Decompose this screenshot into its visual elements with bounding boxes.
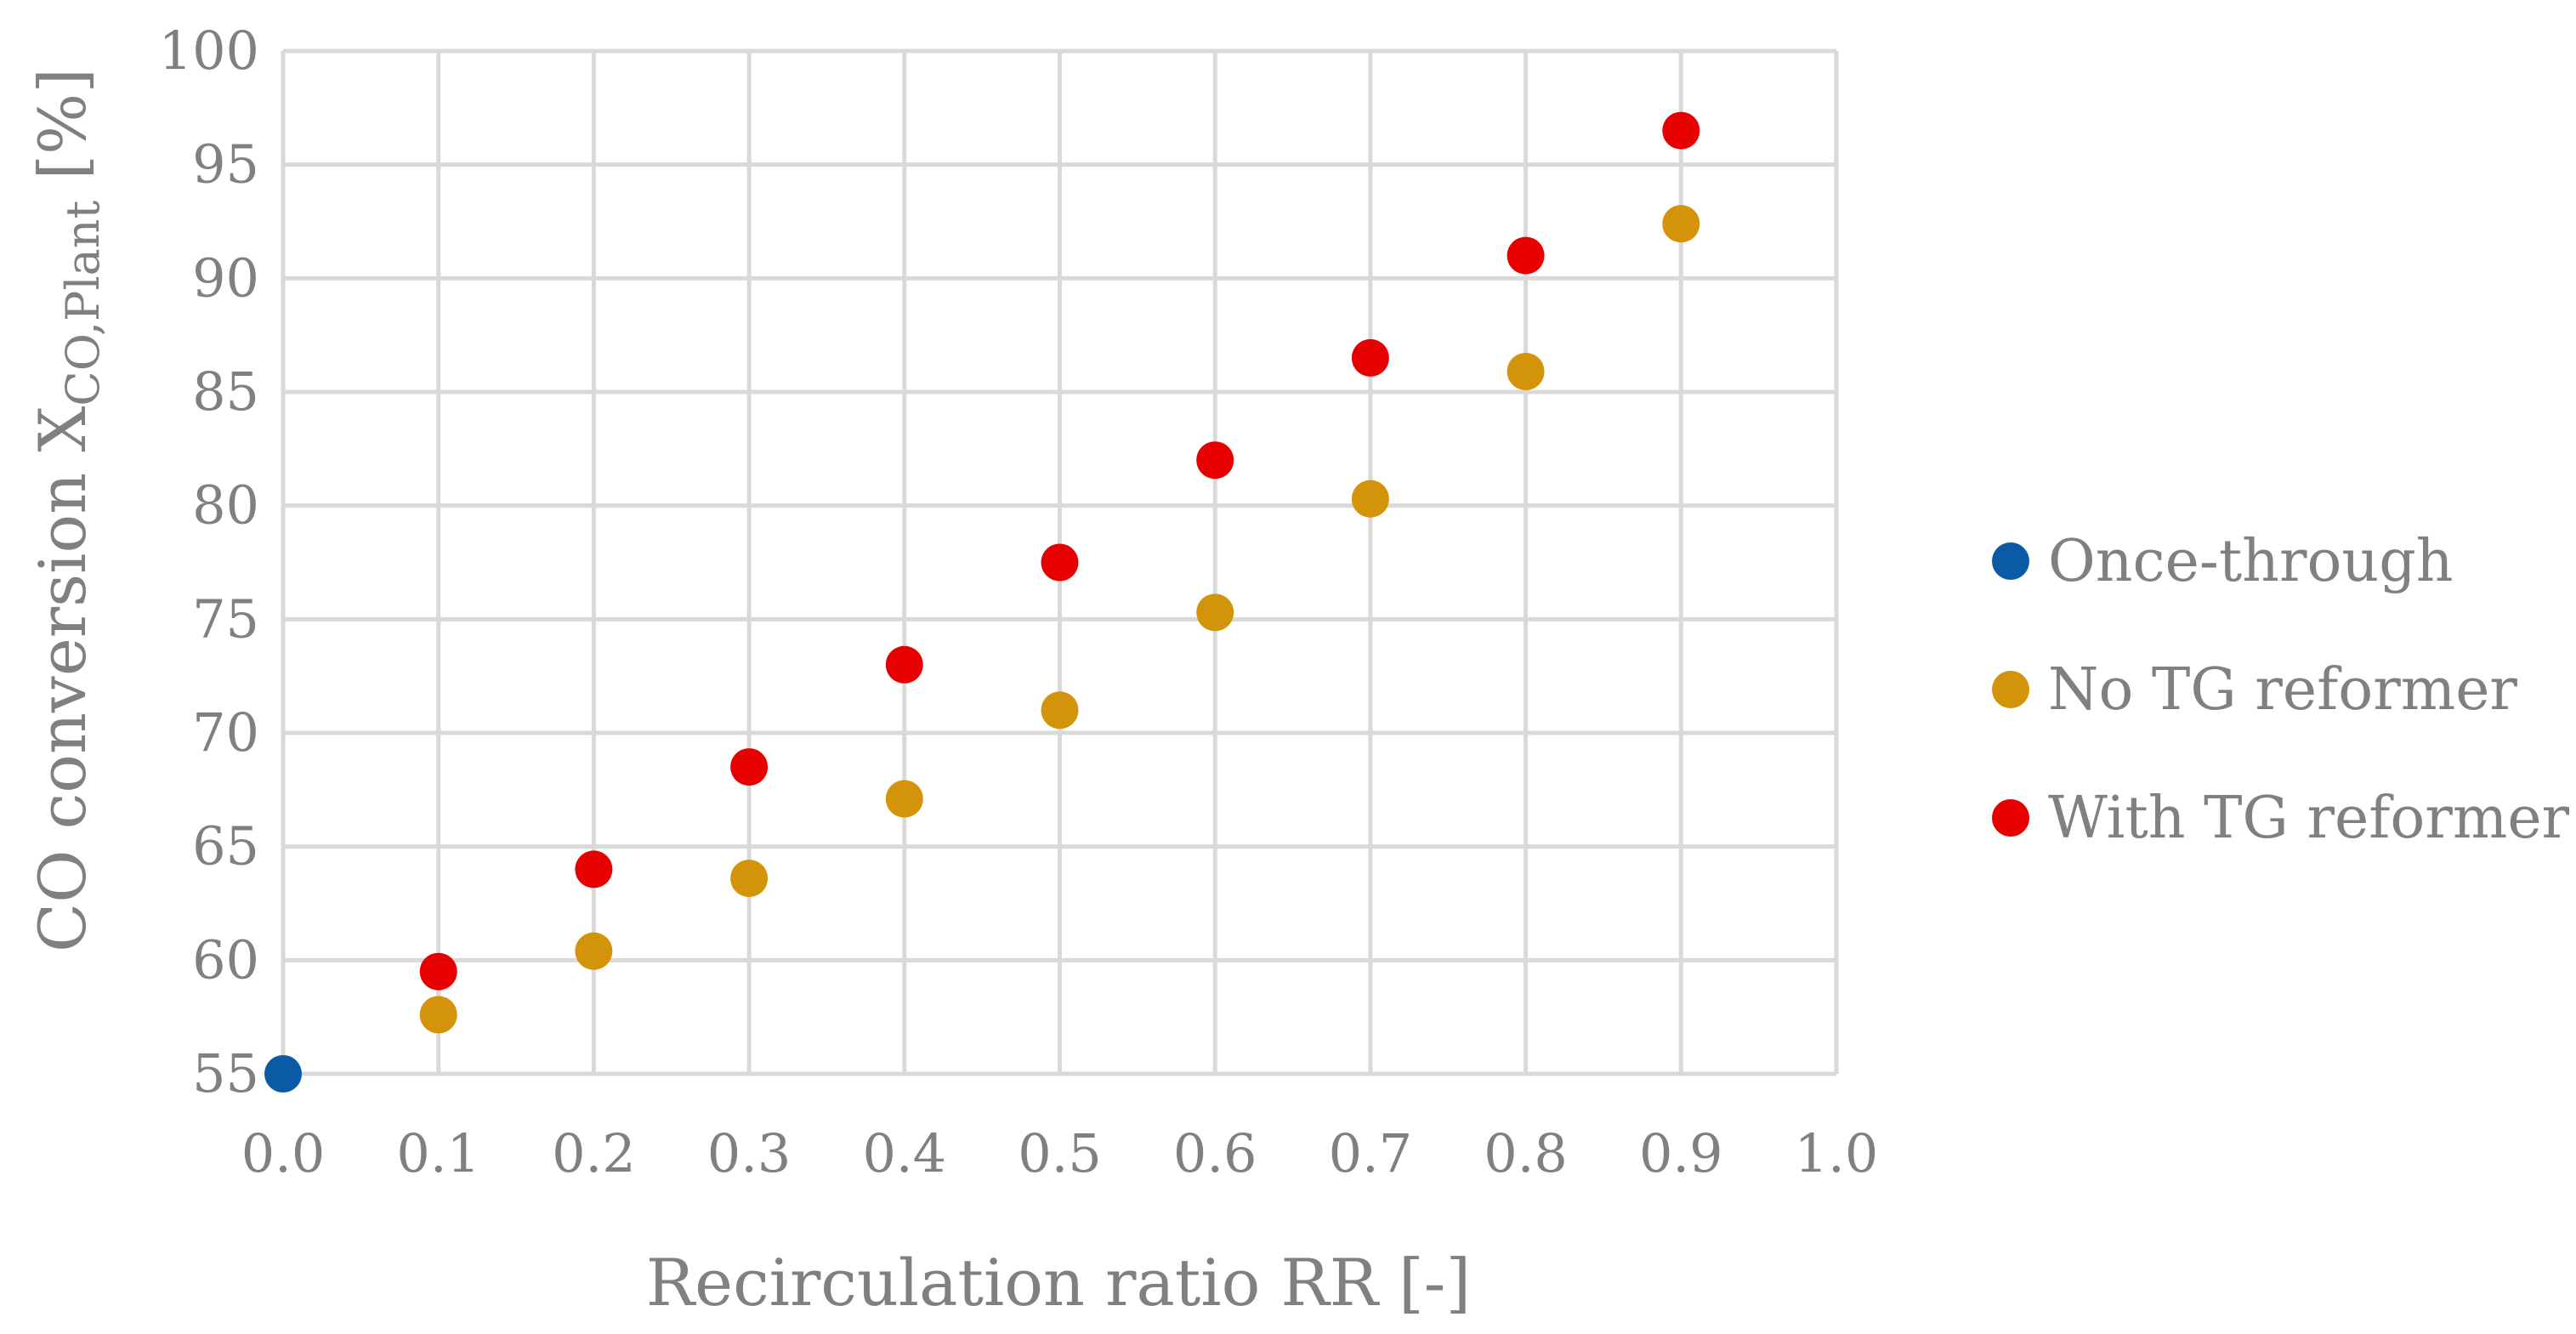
y-tick-label: 55 xyxy=(192,1042,259,1104)
y-tick-label: 95 xyxy=(192,133,259,196)
y-tick-label: 80 xyxy=(192,474,259,536)
y-tick-label: 85 xyxy=(192,360,259,423)
x-axis-title: Recirculation ratio RR [-] xyxy=(646,1245,1471,1320)
x-tick-label: 0.1 xyxy=(396,1122,480,1184)
data-point-once-through xyxy=(264,1055,302,1093)
legend-label-with-tg-reformer: With TG reformer xyxy=(2048,785,2570,852)
y-tick-labels: 55 60 65 70 75 80 85 90 95 100 xyxy=(159,20,259,1104)
x-tick-label: 0.7 xyxy=(1329,1122,1413,1184)
legend-label-once-through: Once-through xyxy=(2048,528,2454,595)
y-tick-label: 100 xyxy=(159,20,259,82)
y-tick-label: 65 xyxy=(192,815,259,877)
axes xyxy=(281,51,1836,1076)
data-point-with-tg-reformer xyxy=(1662,111,1700,150)
data-point-no-tg-reformer xyxy=(885,780,923,818)
x-tick-label: 0.6 xyxy=(1173,1122,1257,1184)
y-axis-title-main: CO conversion X xyxy=(25,406,100,952)
x-tick-label: 1.0 xyxy=(1795,1122,1879,1184)
legend: Once-through No TG reformer With TG reform… xyxy=(1992,528,2570,852)
x-tick-labels: 0.0 0.1 0.2 0.3 0.4 0.5 0.6 0.7 0.8 0.9 1.0 xyxy=(241,1122,1879,1184)
x-tick-label: 0.9 xyxy=(1639,1122,1723,1184)
y-axis-title: CO conversion XCO,Plant [%] xyxy=(25,68,110,952)
data-point-no-tg-reformer xyxy=(1351,480,1389,518)
legend-label-no-tg-reformer: No TG reformer xyxy=(2048,656,2517,724)
data-point-no-tg-reformer xyxy=(575,932,613,970)
x-tick-label: 0.2 xyxy=(552,1122,636,1184)
data-point-no-tg-reformer xyxy=(1506,352,1545,390)
data-point-no-tg-reformer xyxy=(1662,205,1700,243)
y-tick-label: 60 xyxy=(192,928,259,991)
data-point-with-tg-reformer xyxy=(1041,543,1079,582)
y-tick-label: 70 xyxy=(192,701,259,764)
y-axis-title-suffix: [%] xyxy=(25,68,100,201)
x-tick-label: 0.4 xyxy=(862,1122,946,1184)
x-tick-label: 0.3 xyxy=(707,1122,792,1184)
data-point-with-tg-reformer xyxy=(1506,236,1545,275)
data-point-with-tg-reformer xyxy=(1351,338,1389,377)
legend-marker-once-through xyxy=(1992,542,2029,580)
data-point-no-tg-reformer xyxy=(730,860,769,898)
data-point-with-tg-reformer xyxy=(730,748,769,786)
legend-marker-with-tg-reformer xyxy=(1992,799,2029,837)
data-point-with-tg-reformer xyxy=(575,850,613,888)
data-point-with-tg-reformer xyxy=(1196,441,1234,480)
x-tick-label: 0.8 xyxy=(1484,1122,1568,1184)
data-point-no-tg-reformer xyxy=(419,996,457,1034)
y-tick-label: 90 xyxy=(192,247,259,309)
x-tick-label: 0.5 xyxy=(1018,1122,1102,1184)
data-point-with-tg-reformer xyxy=(885,645,923,684)
data-points xyxy=(264,111,1700,1093)
y-axis-title-subscript: CO,Plant xyxy=(56,200,110,406)
data-point-with-tg-reformer xyxy=(419,952,457,991)
x-tick-label: 0.0 xyxy=(241,1122,326,1184)
y-tick-label: 75 xyxy=(192,588,259,650)
data-point-no-tg-reformer xyxy=(1196,593,1234,632)
legend-marker-no-tg-reformer xyxy=(1992,671,2029,708)
data-point-no-tg-reformer xyxy=(1041,691,1079,729)
